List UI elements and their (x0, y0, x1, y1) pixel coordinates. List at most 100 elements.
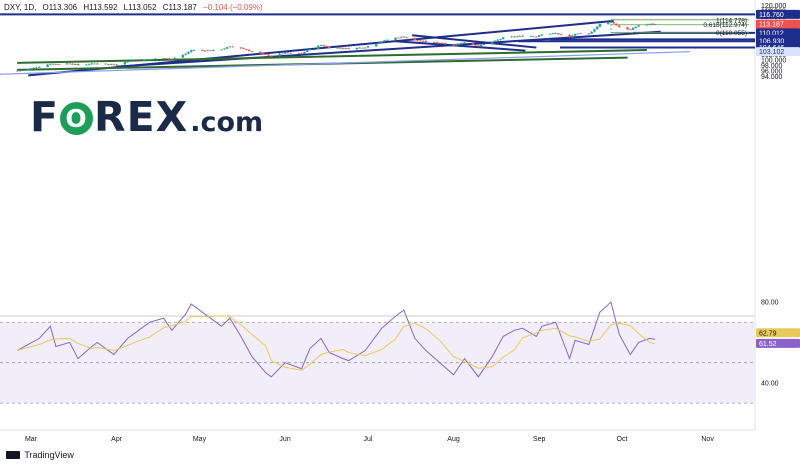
candle-body (433, 41, 436, 43)
candle-body (491, 42, 494, 45)
tradingview-attribution[interactable]: TradingView (6, 450, 74, 460)
time-axis-tick-may: May (193, 436, 207, 443)
candle-body (308, 49, 312, 50)
flag-upper (412, 34, 537, 49)
candle-body (317, 45, 320, 50)
candle-body (513, 36, 516, 38)
candle-body (109, 64, 113, 65)
candle-body (499, 38, 502, 40)
time-axis-tick-aug: Aug (447, 436, 460, 443)
candle-body (35, 67, 38, 69)
time-axis-tick-mar: Mar (25, 436, 38, 443)
candle-body (529, 36, 533, 38)
green-trend-upper (17, 49, 647, 64)
price-axis-tick-96.000: 96.000 (761, 69, 783, 76)
candle-body (90, 63, 93, 65)
candle-body (283, 52, 287, 54)
candle-body (471, 42, 475, 45)
candle-body (397, 37, 400, 39)
candle-body (145, 59, 149, 61)
moving-average-line (0, 51, 691, 75)
candle-body (225, 47, 229, 49)
candle-body (297, 52, 301, 54)
candle-body (148, 59, 151, 61)
fib-label-1: 1(114.778) (716, 17, 747, 24)
candle-body (115, 64, 118, 66)
candle-body (336, 47, 339, 49)
price-label-value: 110.012 (759, 30, 784, 37)
channel-lower (116, 30, 661, 68)
candle-body (386, 39, 389, 41)
candle-body (598, 23, 602, 27)
candle-body (383, 40, 386, 42)
candle-body (261, 53, 265, 55)
candle-body (579, 33, 582, 35)
candle-body (375, 43, 378, 47)
time-axis-tick-oct: Oct (617, 436, 628, 443)
price-label-box (756, 47, 800, 57)
rsi-label-1: 61.52 (759, 341, 777, 348)
candle-body (532, 36, 535, 38)
candle-body (344, 48, 348, 49)
candle-body (143, 59, 146, 62)
candle-body (322, 45, 325, 47)
candle-body (482, 44, 486, 46)
candle-body (347, 48, 350, 50)
candle-body (361, 47, 364, 49)
candle-body (286, 52, 290, 54)
fib-label-0.618: 0.618(112.974) (703, 22, 747, 29)
candle-body (18, 70, 22, 72)
candle-body (571, 35, 574, 38)
price-axis-tick-120.000: 120.000 (761, 3, 786, 10)
candle-body (305, 49, 309, 53)
time-axis-tick-nov: Nov (701, 436, 714, 443)
candle-body (281, 53, 284, 55)
candle-body (129, 61, 132, 62)
candle-body (590, 31, 593, 34)
close-value: C113.187 (162, 3, 197, 12)
fib-label-0: 0(110.055) (716, 30, 747, 37)
candle-body (358, 47, 361, 49)
candle-body (173, 57, 176, 59)
candle-body (380, 41, 383, 43)
price-label-116.760: 116.760 (756, 9, 800, 19)
rsi-band-fill (0, 322, 755, 404)
candle-body (104, 63, 107, 65)
candle-body (510, 36, 513, 38)
candle-body (228, 46, 232, 48)
candle-body (203, 50, 207, 52)
candle-body (325, 46, 328, 47)
candle-body (576, 33, 580, 35)
candle-body (626, 27, 629, 30)
candle-body (629, 29, 632, 31)
candle-body (653, 23, 657, 25)
candle-body (51, 63, 55, 65)
candle-body (170, 58, 174, 60)
candle-body (93, 63, 96, 65)
logo-o-mark: O (60, 102, 94, 135)
flag-lower (395, 40, 526, 52)
candle-body (184, 53, 187, 55)
candle-body (615, 23, 618, 26)
candle-body (377, 42, 381, 44)
price-label-value: 116.760 (759, 12, 784, 19)
rsi-label-0: 62.79 (759, 330, 777, 337)
candle-body (441, 42, 444, 44)
candle-body (76, 63, 80, 66)
candle-body (328, 46, 331, 49)
candle-body (267, 54, 270, 56)
logo-f: F (30, 93, 60, 141)
candle-body (363, 47, 367, 49)
candle-body (245, 49, 248, 50)
candle-body (189, 50, 193, 53)
candle-body (259, 51, 262, 54)
price-axis-tick-98.000: 98.000 (761, 63, 783, 70)
candle-body (568, 34, 571, 38)
candle-body (192, 50, 196, 51)
candle-body (548, 33, 552, 35)
candle-body (394, 37, 397, 40)
candle-body (460, 42, 464, 45)
candle-body (339, 47, 342, 49)
candle-body (162, 58, 165, 59)
